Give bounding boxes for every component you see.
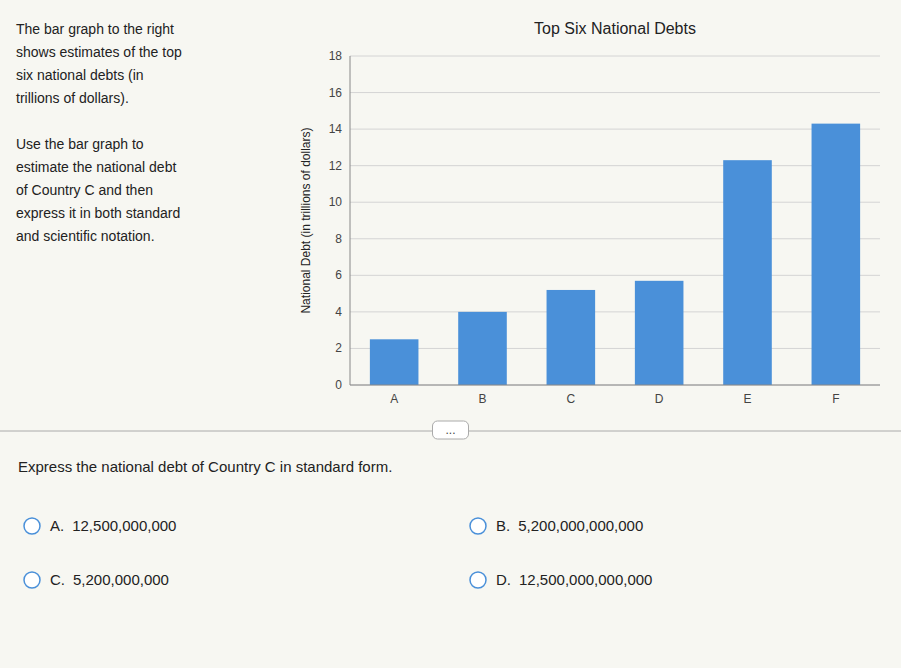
choice-text[interactable]: 5,200,000,000,000: [518, 517, 643, 534]
x-tick-label: A: [390, 392, 398, 406]
grid-line: [350, 238, 880, 239]
choice-text[interactable]: 12,500,000,000: [72, 517, 176, 534]
y-axis-label: National Debt (in trillions of dollars): [299, 127, 313, 313]
intro-text: shows estimates of the top: [16, 44, 182, 60]
choice[interactable]: C. 5,200,000,000: [50, 571, 169, 588]
y-tick-label: 16: [329, 86, 343, 100]
page: The bar graph to the right shows estimate…: [0, 0, 901, 668]
more-button[interactable]: [433, 421, 469, 439]
x-tick-label: B: [478, 392, 486, 406]
intro-text: six national debts (in: [16, 67, 144, 83]
grid-line: [350, 129, 880, 130]
intro-text: of Country C and then: [16, 182, 153, 198]
grid-line: [350, 385, 880, 386]
bar: [370, 339, 419, 385]
choice[interactable]: A. 12,500,000,000: [50, 517, 176, 534]
x-tick-label: D: [655, 392, 664, 406]
radio-button[interactable]: [470, 518, 486, 534]
grid-line: [350, 202, 880, 203]
x-tick-label: E: [743, 392, 751, 406]
y-tick-label: 4: [335, 305, 342, 319]
more-button-text[interactable]: ...: [445, 423, 455, 437]
grid-line: [350, 348, 880, 349]
y-tick-label: 10: [329, 195, 343, 209]
grid-line: [350, 311, 880, 312]
choice[interactable]: B. 5,200,000,000,000: [496, 517, 643, 534]
intro-text: trillions of dollars).: [16, 90, 129, 106]
intro-text: Use the bar graph to: [16, 136, 144, 152]
question: Express the national debt of Country C i…: [18, 458, 392, 475]
y-axis: [350, 56, 351, 385]
x-tick-label: C: [566, 392, 575, 406]
intro-text: express it in both standard: [16, 205, 180, 221]
y-tick-label: 14: [329, 122, 343, 136]
intro-text: The bar graph to the right: [16, 21, 174, 37]
choice-text[interactable]: 5,200,000,000: [73, 571, 169, 588]
intro-text: and scientific notation.: [16, 228, 155, 244]
radio-button[interactable]: [24, 572, 40, 588]
choice-label[interactable]: D.: [496, 571, 511, 588]
grid-line: [350, 165, 880, 166]
choice[interactable]: D. 12,500,000,000,000: [496, 571, 652, 588]
grid-line: [350, 275, 880, 276]
bar: [723, 160, 772, 385]
choice-label[interactable]: B.: [496, 517, 510, 534]
x-axis: [350, 385, 880, 386]
bar: [458, 312, 507, 385]
bars: [370, 124, 860, 385]
y-tick-label: 12: [329, 159, 343, 173]
intro-text: estimate the national debt: [16, 159, 176, 175]
radio-button[interactable]: [470, 572, 486, 588]
radio-button[interactable]: [24, 518, 40, 534]
grid: [350, 56, 880, 385]
x-tick-label: F: [832, 392, 839, 406]
choice-label[interactable]: C.: [50, 571, 65, 588]
choice-text[interactable]: 12,500,000,000,000: [519, 571, 652, 588]
y-tick-label: 2: [335, 341, 342, 355]
choice-label[interactable]: A.: [50, 517, 64, 534]
y-tick-label: 0: [335, 378, 342, 392]
y-tick-label: 6: [335, 268, 342, 282]
bar: [635, 281, 684, 385]
grid-line: [350, 92, 880, 93]
bar: [547, 290, 596, 385]
chart-title: Top Six National Debts: [534, 20, 696, 37]
y-tick-label: 18: [329, 49, 343, 63]
y-tick-label: 8: [335, 232, 342, 246]
grid-line: [350, 56, 880, 57]
bar: [812, 124, 861, 385]
